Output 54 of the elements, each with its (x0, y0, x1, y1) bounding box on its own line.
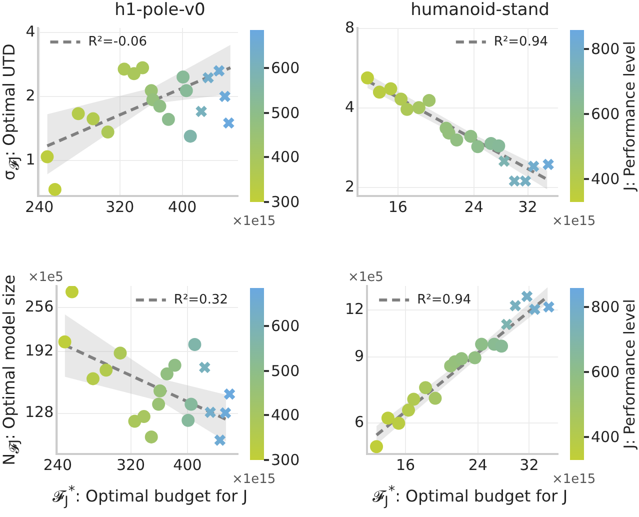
y-tick-label: 2 (26, 86, 36, 104)
color-bar-label: 500 (271, 360, 300, 381)
y-tick-label: 8 (344, 18, 355, 37)
color-bar-title: J: Performance level (620, 41, 638, 191)
y-tick-label: 4 (344, 98, 355, 116)
chart-title: h1-pole-v0 (114, 0, 206, 20)
color-bar-label: 800 (591, 38, 620, 59)
y-tick-label: 192 (24, 341, 54, 360)
x-tick-label: 320 (116, 456, 146, 474)
y-tick-label: 12 (344, 300, 364, 318)
x-tick-label: 400 (168, 198, 197, 216)
color-bar-label: 300 (271, 450, 300, 470)
y-tick-label: 9 (354, 346, 364, 365)
legend-label: R²=0.32 (174, 292, 228, 308)
x-tick-label: 320 (106, 198, 134, 216)
y-tick-label: 6 (354, 413, 364, 432)
y-tick-label: 2 (344, 178, 355, 196)
x-axis-title: 𝓕$_{J}$$^{*}$: Optimal budget for J (51, 484, 249, 510)
text: ×1e5 (28, 270, 64, 285)
color-bar-label: 800 (591, 296, 620, 317)
text: ×1e15 (552, 472, 596, 487)
color-bar-label: 600 (271, 316, 300, 336)
legend-label: R²=-0.06 (88, 34, 148, 50)
y-tick-label: 256 (24, 298, 54, 316)
x-tick-label: 16 (396, 456, 416, 474)
color-bar-label: 400 (271, 147, 300, 168)
text: ×1e15 (232, 214, 276, 229)
x-tick-label: 24 (468, 456, 488, 474)
text: ×1e5 (348, 270, 384, 285)
x-tick-label: 16 (388, 198, 408, 216)
text: ×1e15 (232, 472, 276, 487)
color-bar-label: 400 (271, 405, 300, 426)
legend-label: R²=0.94 (417, 292, 472, 308)
color-bar-label: 400 (591, 169, 620, 190)
legend-label: R²=0.94 (494, 34, 548, 50)
color-bar-label: 300 (271, 192, 300, 212)
x-tick-label: 240 (43, 456, 72, 474)
x-tick-label: 24 (464, 198, 484, 216)
color-bar-label: 600 (591, 104, 620, 124)
color-bar-label: 500 (271, 102, 300, 123)
color-bar-label: 400 (591, 427, 620, 448)
y-tick-label: 1 (26, 150, 36, 168)
x-tick-label: 32 (520, 456, 539, 474)
x-tick-label: 240 (25, 198, 54, 216)
x-axis-title: 𝓕$_{J}$$^{*}$: Optimal budget for J (371, 484, 569, 510)
x-tick-label: 400 (173, 456, 202, 474)
color-bar-title: J: Performance level (620, 299, 638, 449)
color-bar-label: 600 (591, 362, 620, 382)
chart-title: humanoid-stand (410, 0, 550, 20)
y-tick-label: 128 (24, 403, 54, 422)
x-tick-label: 32 (518, 198, 538, 216)
y-tick-label: 4 (26, 22, 36, 40)
text: ×1e15 (552, 214, 596, 229)
color-bar-label: 600 (271, 58, 300, 78)
